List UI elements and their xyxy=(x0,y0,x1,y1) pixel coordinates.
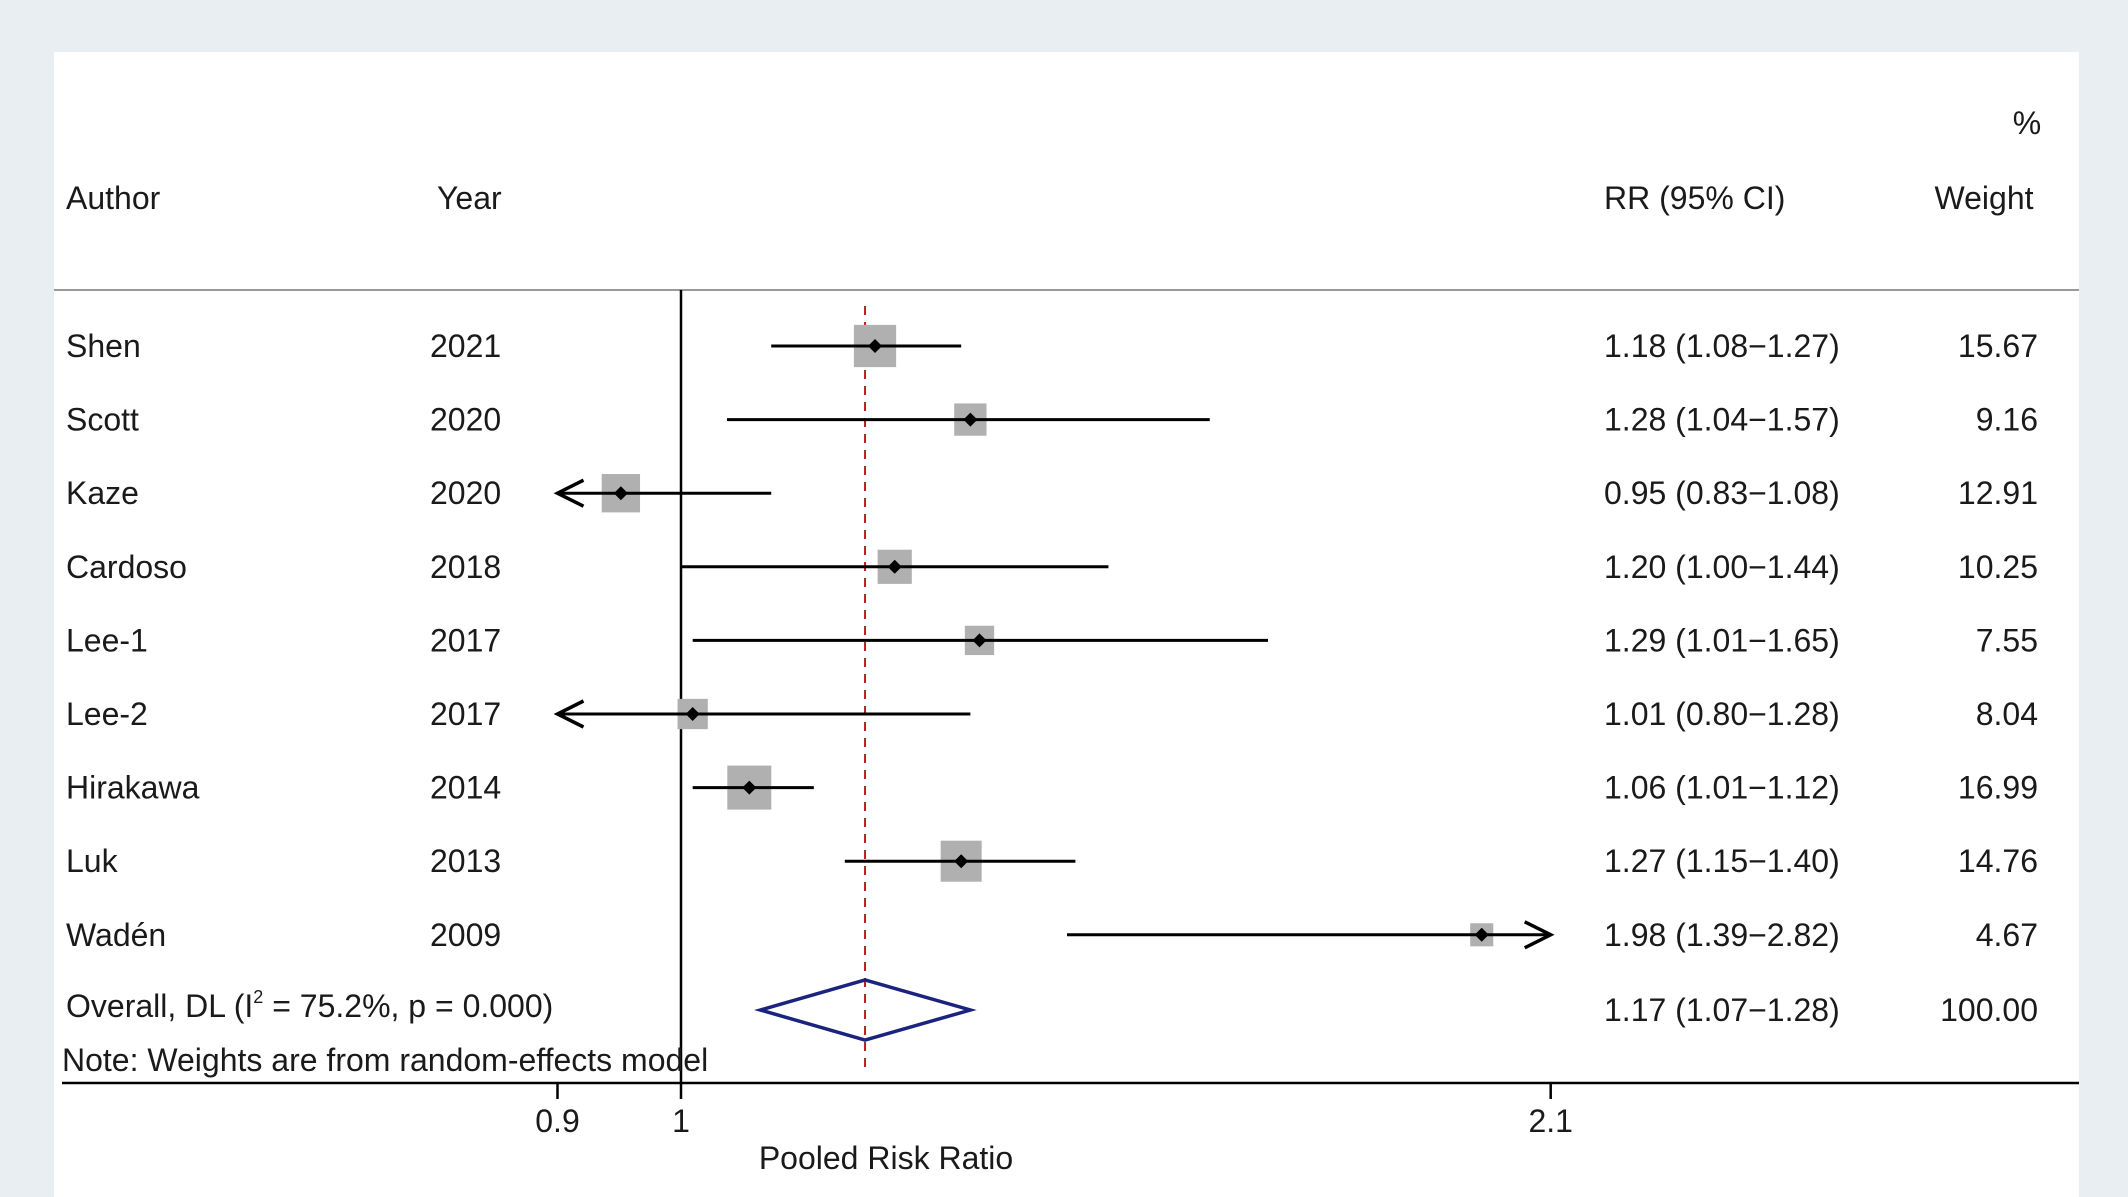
point-estimate xyxy=(963,412,978,427)
study-year: 2017 xyxy=(430,696,501,732)
study-weight-text: 9.16 xyxy=(1976,402,2038,438)
point-estimate xyxy=(613,486,628,501)
x-axis-label: Pooled Risk Ratio xyxy=(759,1140,1013,1176)
x-tick-label: 2.1 xyxy=(1528,1103,1572,1139)
study-weight-text: 8.04 xyxy=(1976,696,2038,732)
study-row: Cardoso 2018 1.20 (1.00−1.44) 10.25 xyxy=(66,549,2038,585)
study-ci-text: 1.28 (1.04−1.57) xyxy=(1604,402,1840,438)
study-rows: Shen 2021 1.18 (1.08−1.27) 15.67 Scott 2020 1.… xyxy=(66,324,2038,953)
study-author: Shen xyxy=(66,328,141,364)
study-weight-text: 7.55 xyxy=(1976,622,2038,658)
overall-weight-text: 100.00 xyxy=(1940,992,2038,1028)
study-row: Luk 2013 1.27 (1.15−1.40) 14.76 xyxy=(66,840,2038,882)
study-year: 2014 xyxy=(430,770,501,806)
study-ci-text: 1.98 (1.39−2.82) xyxy=(1604,917,1840,953)
overall-ci-text: 1.17 (1.07−1.28) xyxy=(1604,992,1840,1028)
study-ci-text: 1.27 (1.15−1.40) xyxy=(1604,843,1840,879)
study-year: 2020 xyxy=(430,475,501,511)
point-estimate xyxy=(954,854,969,869)
study-author: Lee-2 xyxy=(66,696,148,732)
point-estimate xyxy=(868,339,883,353)
study-row: Kaze 2020 0.95 (0.83−1.08) 12.91 xyxy=(66,474,2038,513)
study-weight-text: 16.99 xyxy=(1958,770,2038,806)
study-year: 2018 xyxy=(430,549,501,585)
point-estimate xyxy=(1474,927,1489,942)
study-author: Cardoso xyxy=(66,549,187,585)
study-year: 2009 xyxy=(430,917,501,953)
forest-plot-panel: % Author Year RR (95% CI) Weight Shen 202… xyxy=(54,52,2079,1197)
study-weight-text: 15.67 xyxy=(1958,328,2038,364)
study-row: Lee-2 2017 1.01 (0.80−1.28) 8.04 xyxy=(66,696,2038,732)
point-estimate xyxy=(972,633,987,648)
author-header: Author xyxy=(66,180,161,216)
study-author: Scott xyxy=(66,402,139,438)
ci-clip-arrow-left xyxy=(553,478,585,508)
study-row: Lee-1 2017 1.29 (1.01−1.65) 7.55 xyxy=(66,622,2038,658)
study-ci-text: 1.18 (1.08−1.27) xyxy=(1604,328,1840,364)
study-row: Wadén 2009 1.98 (1.39−2.82) 4.67 xyxy=(66,917,2038,953)
point-estimate xyxy=(887,559,902,574)
year-header: Year xyxy=(437,180,502,216)
weight-header: Weight xyxy=(1934,180,2033,216)
study-ci-text: 1.20 (1.00−1.44) xyxy=(1604,549,1840,585)
study-ci-text: 1.01 (0.80−1.28) xyxy=(1604,696,1840,732)
study-row: Shen 2021 1.18 (1.08−1.27) 15.67 xyxy=(66,324,2038,368)
x-tick-label: 0.9 xyxy=(535,1103,579,1139)
study-author: Hirakawa xyxy=(66,770,200,806)
rr-ci-header: RR (95% CI) xyxy=(1604,180,1785,216)
study-author: Lee-1 xyxy=(66,622,148,658)
study-author: Wadén xyxy=(66,917,166,953)
study-year: 2017 xyxy=(430,622,501,658)
study-author: Kaze xyxy=(66,475,139,511)
point-estimate xyxy=(742,780,757,795)
forest-plot: % Author Year RR (95% CI) Weight Shen 202… xyxy=(54,105,2079,1176)
ci-clip-arrow-left xyxy=(553,699,585,729)
ci-clip-arrow-right xyxy=(1523,920,1555,950)
point-estimate xyxy=(685,707,700,721)
study-ci-text: 1.29 (1.01−1.65) xyxy=(1604,622,1840,658)
x-tick-label: 1 xyxy=(672,1103,690,1139)
study-year: 2013 xyxy=(430,843,501,879)
study-ci-text: 1.06 (1.01−1.12) xyxy=(1604,770,1840,806)
study-weight-text: 10.25 xyxy=(1958,549,2038,585)
study-row: Hirakawa 2014 1.06 (1.01−1.12) 16.99 xyxy=(66,765,2038,810)
study-year: 2020 xyxy=(430,402,501,438)
study-year: 2021 xyxy=(430,328,501,364)
overall-diamond xyxy=(753,978,977,1042)
weights-note: Note: Weights are from random-effects mo… xyxy=(62,1042,708,1078)
weight-pct-header: % xyxy=(2013,105,2041,141)
study-row: Scott 2020 1.28 (1.04−1.57) 9.16 xyxy=(66,402,2038,438)
study-weight-text: 14.76 xyxy=(1958,843,2038,879)
study-weight-text: 4.67 xyxy=(1976,917,2038,953)
x-axis-ticks: 0.9 1 2.1 xyxy=(535,1083,1573,1139)
study-author: Luk xyxy=(66,843,119,879)
study-ci-text: 0.95 (0.83−1.08) xyxy=(1604,475,1840,511)
overall-label: Overall, DL (I2 = 75.2%, p = 0.000) xyxy=(66,987,553,1024)
study-weight-text: 12.91 xyxy=(1958,475,2038,511)
